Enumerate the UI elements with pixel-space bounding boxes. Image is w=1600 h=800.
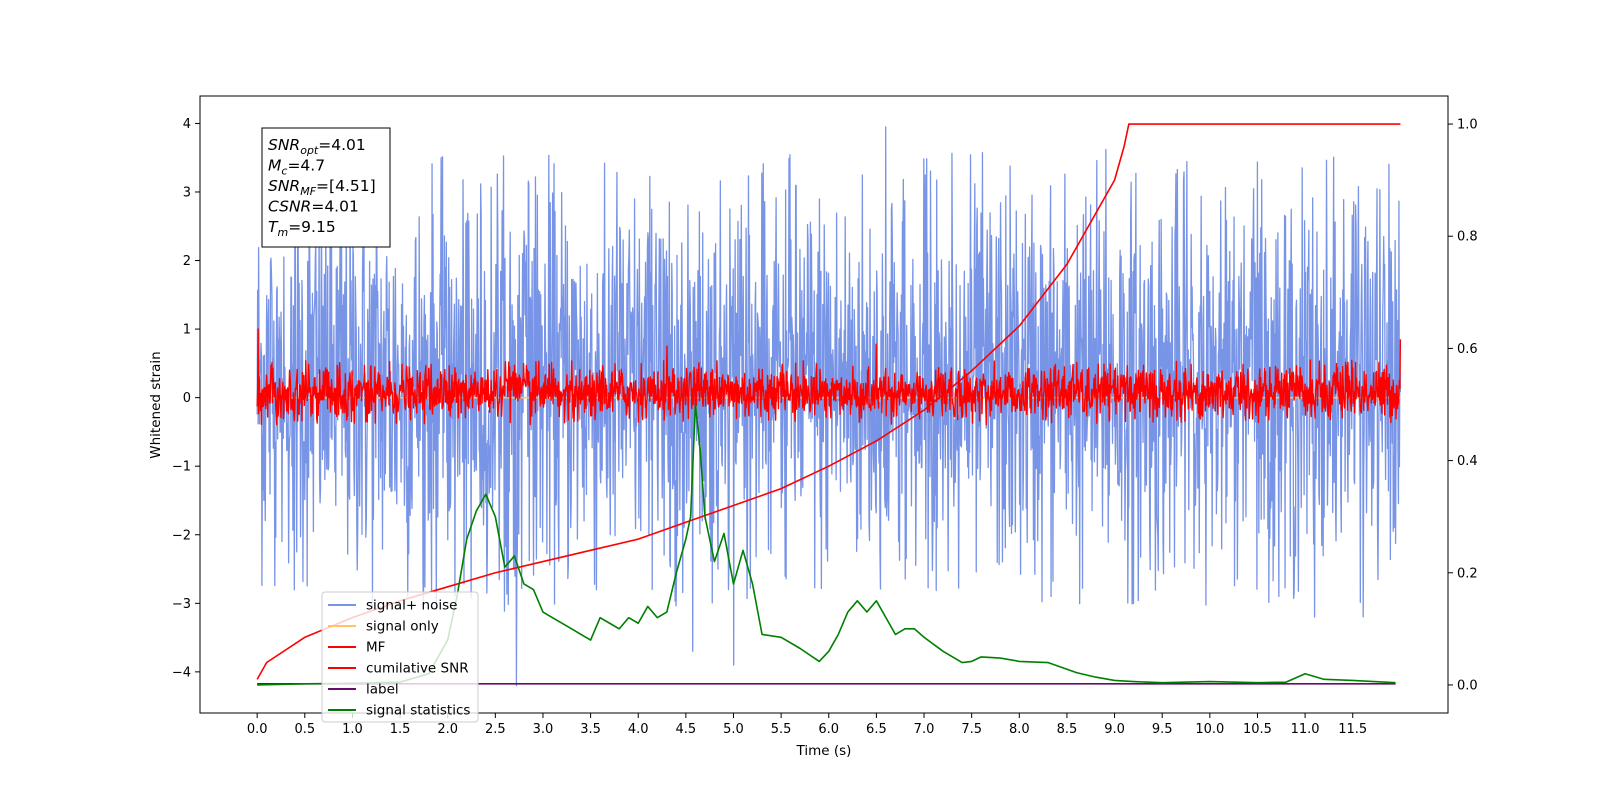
y-tick-label: 1 [183,323,191,338]
x-tick-label: 2.0 [437,722,458,737]
info-line-1: Mc=4.7 [268,157,325,178]
legend-label-signal-only: signal only [366,619,439,635]
right-tick-label: 0.0 [1457,678,1478,693]
info-line-3: CSNR=4.01 [268,198,359,216]
legend: signal+ noise signal only MF cumilative SNR… [321,591,479,723]
y-tick-label: −2 [172,528,191,543]
y-tick-label: 3 [183,185,191,200]
plot-frame [199,95,1449,714]
right-tick-label: 0.6 [1457,342,1478,357]
series-mf [256,328,1402,426]
x-tick-label: 7.5 [961,722,982,737]
x-tick-label: 0.5 [294,722,315,737]
x-tick-label: 5.5 [771,722,792,737]
x-tick-label: 10.0 [1195,722,1224,737]
legend-label-label: label [366,682,399,698]
x-tick-label: 11.0 [1291,722,1320,737]
right-tick-label: 1.0 [1457,118,1478,133]
series-signal-noise [256,126,1402,687]
x-tick-label: 1.5 [390,722,411,737]
y-tick-label: −3 [172,597,191,612]
legend-label-cumilative-snr: cumilative SNR [366,661,469,677]
y-tick-label: 0 [183,391,191,406]
legend-frame [321,591,479,723]
info-box-frame [261,127,391,248]
x-tick-label: 4.0 [628,722,649,737]
x-tick-label: 3.0 [533,722,554,737]
x-tick-label: 7.0 [914,722,935,737]
y-tick-label: 4 [183,117,191,132]
x-tick-label: 4.5 [676,722,697,737]
info-line-2: SNRMF=[4.51] [268,177,376,198]
info-line-0: SNRopt=4.01 [268,136,366,157]
y-tick-label: −1 [172,460,191,475]
x-axis-label: Time (s) [796,743,852,759]
info-line-4: Tm=9.15 [268,218,336,239]
x-tick-label: 6.0 [818,722,839,737]
x-tick-label: 5.0 [723,722,744,737]
x-tick-label: 8.5 [1057,722,1078,737]
x-axis-ticks: 0.0 0.5 1.0 1.5 2.0 2.5 3.0 3.5 4.0 4.5 5.0 5.5 6.0 6… [247,713,1367,737]
x-tick-label: 3.5 [580,722,601,737]
x-tick-label: 0.0 [247,722,268,737]
y-tick-label: 2 [183,254,191,269]
x-tick-label: 8.0 [1009,722,1030,737]
y-axis-ticks: −4 −3 −2 −1 0 1 2 3 4 [172,117,200,680]
right-axis-ticks: 0.0 0.2 0.4 0.6 0.8 1.0 [1448,118,1478,693]
legend-label-signal-statistics: signal statistics [366,703,470,719]
legend-label-mf: MF [366,640,385,656]
x-tick-label: 11.5 [1338,722,1367,737]
legend-label-signal-noise: signal+ noise [366,598,457,614]
y-tick-label: −4 [172,665,191,680]
x-tick-label: 1.0 [342,722,363,737]
x-tick-label: 10.5 [1243,722,1272,737]
x-tick-label: 6.5 [866,722,887,737]
x-tick-label: 9.0 [1104,722,1125,737]
series-signal-statistics [257,403,1396,686]
x-tick-label: 2.5 [485,722,506,737]
x-tick-label: 9.5 [1152,722,1173,737]
right-tick-label: 0.4 [1457,454,1478,469]
right-tick-label: 0.2 [1457,566,1478,581]
right-tick-label: 0.8 [1457,230,1478,245]
y-axis-label: Whitened strain [148,351,164,458]
